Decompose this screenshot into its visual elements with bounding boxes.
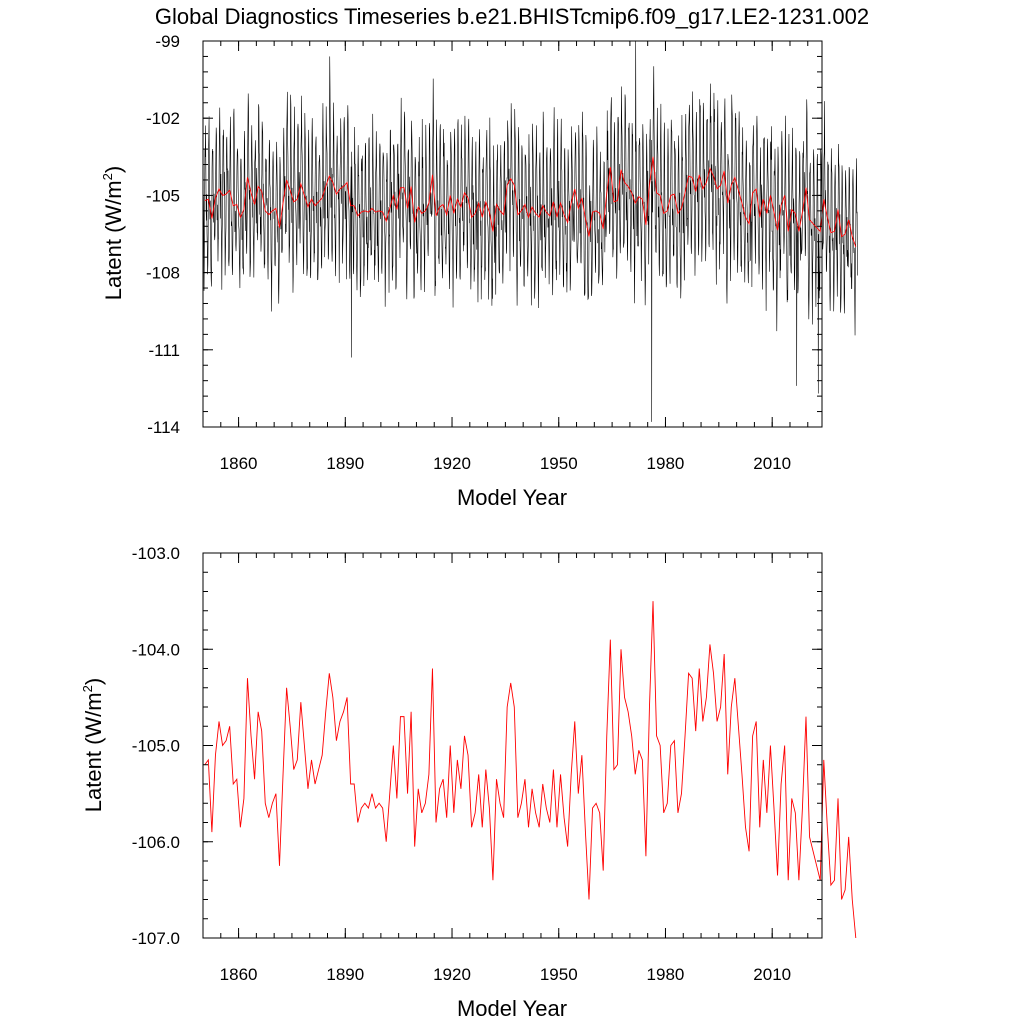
top-y-tick-label: -108 (146, 264, 180, 283)
bottom-axes: 1860 1890 1920 1950 1980 2010 -107.0 -106.0 -105… (132, 544, 823, 984)
bottom-y-tick-label: -105.0 (132, 737, 180, 756)
top-x-tick-label: 1980 (647, 454, 685, 473)
bottom-y-tick-label: -103.0 (132, 544, 180, 563)
bottom-x-tick-label: 1860 (220, 965, 258, 984)
top-y-axis-title: Latent (W/m2) (100, 166, 126, 300)
top-x-tick-label: 1860 (220, 454, 258, 473)
bottom-plot-series (204, 601, 857, 939)
top-y-tick-label: -102 (146, 109, 180, 128)
bottom-annual-series-line (204, 601, 857, 939)
top-y-tick-label: -114 (147, 418, 180, 437)
bottom-y-axis-title-end: ) (81, 678, 106, 685)
top-y-tick-label: -111 (148, 341, 180, 360)
top-x-tick-label: 1950 (540, 454, 578, 473)
bottom-x-tick-label: 2010 (753, 965, 791, 984)
bottom-x-tick-label: 1950 (540, 965, 578, 984)
bottom-x-axis-title: Model Year (457, 996, 567, 1021)
top-panel: 1860 1890 1920 1950 1980 2010 -114 -111 -108 -105… (100, 32, 858, 510)
bottom-y-tick-label: -107.0 (132, 929, 180, 948)
top-y-axis-title-main: Latent (W/m (101, 180, 126, 300)
bottom-y-axis-title-main: Latent (W/m (81, 692, 106, 812)
top-x-tick-label: 1890 (326, 454, 364, 473)
top-x-axis-title: Model Year (457, 485, 567, 510)
bottom-panel: 1860 1890 1920 1950 1980 2010 -107.0 -106.0 -105… (80, 544, 857, 1021)
top-y-tick-label: -99 (155, 32, 180, 51)
bottom-y-tick-label: -104.0 (132, 640, 180, 659)
top-x-tick-label: 2010 (753, 454, 791, 473)
top-y-axis-title-sup: 2 (100, 173, 115, 180)
bottom-x-tick-label: 1890 (326, 965, 364, 984)
top-monthly-series-line (202, 40, 858, 422)
bottom-y-tick-label: -106.0 (132, 833, 180, 852)
top-plot-series (202, 40, 858, 422)
top-x-tick-label: 1920 (433, 454, 471, 473)
figure-title: Global Diagnostics Timeseries b.e21.BHIS… (155, 4, 869, 29)
bottom-y-axis-title: Latent (W/m2) (80, 678, 106, 812)
bottom-x-tick-label: 1980 (647, 965, 685, 984)
top-y-tick-label: -105 (146, 186, 180, 205)
top-annual-series-line (204, 156, 857, 248)
bottom-x-tick-label: 1920 (433, 965, 471, 984)
top-axes: 1860 1890 1920 1950 1980 2010 -114 -111 -108 -105… (146, 32, 823, 473)
top-plot-frame (202, 40, 823, 428)
bottom-y-axis-title-sup: 2 (80, 685, 95, 692)
top-y-axis-title-end: ) (101, 166, 126, 173)
